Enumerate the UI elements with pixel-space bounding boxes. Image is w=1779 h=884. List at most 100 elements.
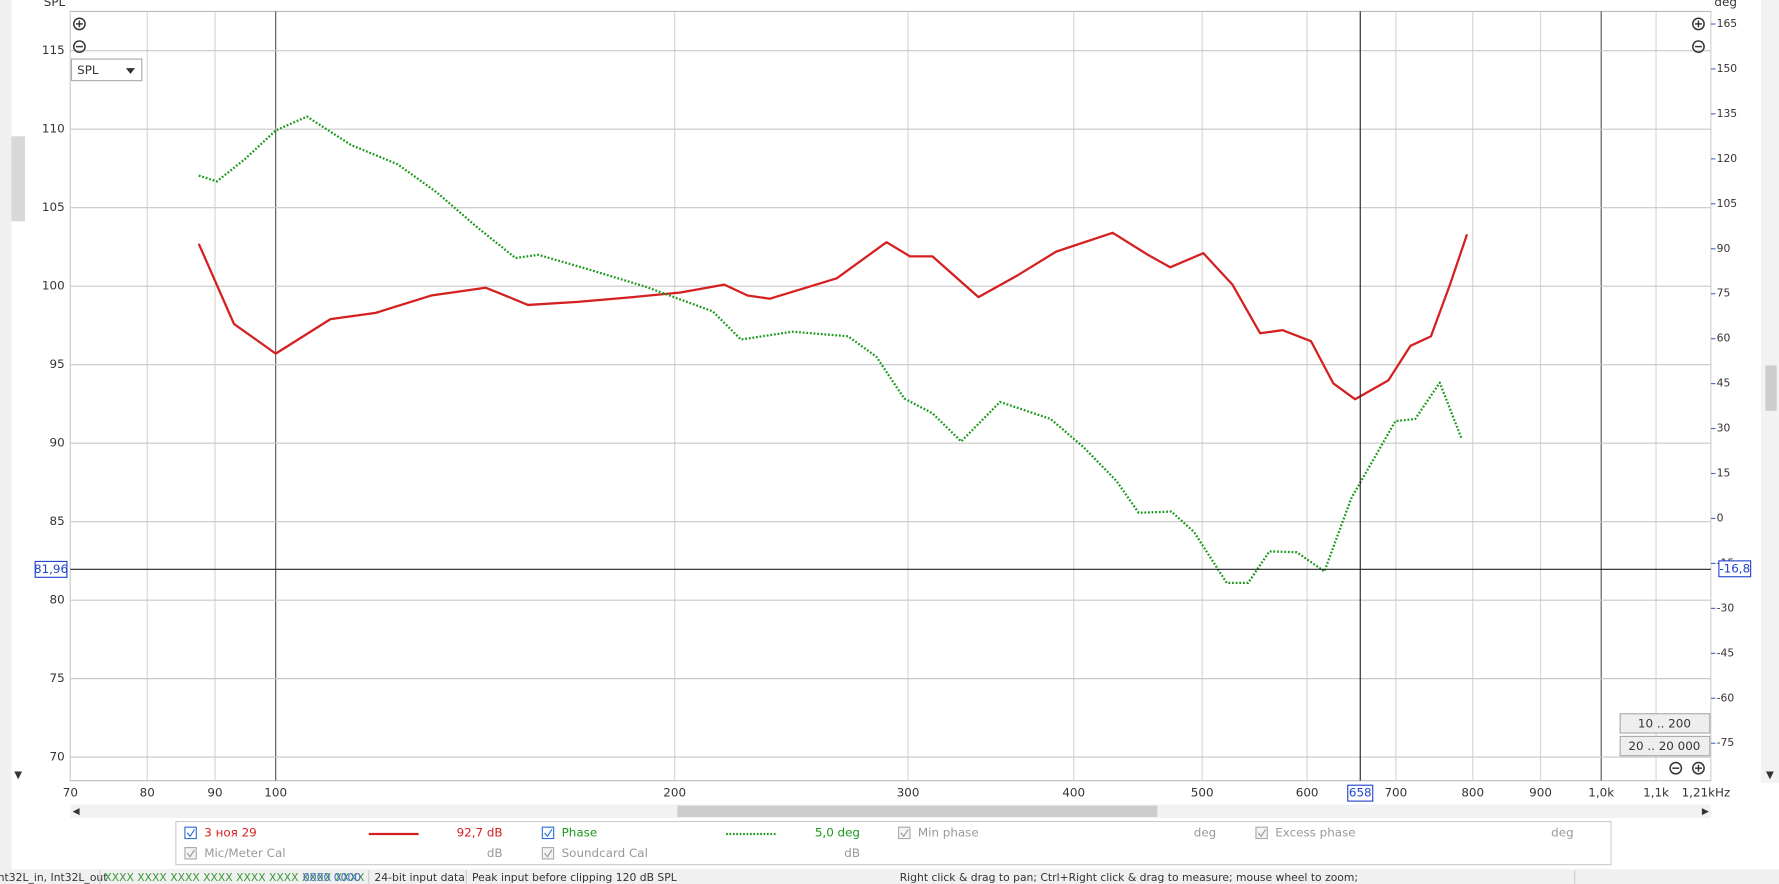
y-tick-label: 100 [42, 279, 65, 293]
x-tick-label: 300 [897, 786, 920, 800]
y2-tick-label: 0 [1717, 511, 1724, 524]
y2-tick-label: -60 [1717, 691, 1735, 704]
dropdown[interactable] [70, 58, 143, 82]
range-button-label[interactable]: 20 .. 20 000 [1628, 739, 1700, 753]
status-text: 24-bit input data [374, 871, 464, 884]
legend-label: Mic/Meter Cal [204, 846, 285, 860]
cursor-layer: 81,96 -16,8 658 [34, 11, 1752, 802]
left-panel [0, 0, 12, 870]
grid: 70 80 90 100 200 300 400 500 600 700 800 900 1,0k 1,1… [42, 11, 1738, 800]
y-axis-title: SPL [44, 0, 66, 9]
zoom-out-y2[interactable] [1692, 40, 1705, 54]
legend-label: Min phase [918, 825, 979, 839]
checkbox[interactable] [184, 826, 197, 840]
status-text: nt32L_in, Int32L_out [0, 871, 107, 884]
x-tick-label: 800 [1461, 786, 1484, 800]
y2-tick-label: 45 [1717, 377, 1731, 390]
check [900, 829, 909, 838]
right-scroll-thumb[interactable] [1765, 365, 1777, 411]
status-text: Right click & drag to pan; Ctrl+Right cl… [900, 871, 1358, 884]
x-tick-label: 70 [63, 786, 78, 800]
checkbox[interactable] [541, 847, 555, 860]
y2-tick-label: 150 [1717, 62, 1738, 75]
y2-tick-label: -30 [1717, 601, 1735, 614]
legend-label: Excess phase [1275, 825, 1355, 839]
checkbox[interactable] [541, 826, 555, 840]
status-text: XXXX XXXX XXXX XXXX XXXX XXXX XXXX XXXX [104, 871, 365, 884]
y2-axis-title: deg [1714, 0, 1736, 9]
left-scroll-arrow[interactable]: ▼ [14, 770, 22, 781]
legend-unit: dB [487, 846, 503, 860]
y-tick-label: 80 [50, 593, 65, 607]
x-tick-label: 200 [663, 786, 686, 800]
scroll-left-arrow[interactable]: ◀ [73, 807, 80, 817]
series-line [197, 231, 1469, 401]
status-items: nt32L_in, Int32L_out XXXX XXXX XXXX XXXX… [0, 870, 1576, 884]
zoom-out-x[interactable] [1669, 761, 1683, 775]
zoom-in-y2[interactable] [1692, 17, 1705, 31]
legend-row: 3 ноя 29 92,7 dB Phase 5,0 deg Min phase… [184, 825, 1574, 840]
legend-readout: 5,0 deg [815, 825, 860, 839]
zoom-controls [73, 17, 1705, 775]
check [186, 829, 196, 838]
status-bar [0, 869, 1779, 884]
series-line [198, 115, 1463, 585]
cursor-y2-box [1718, 560, 1752, 578]
y-tick-label: 115 [42, 43, 65, 57]
y-tick-label: 75 [50, 671, 65, 685]
check [544, 829, 553, 838]
y2-tick-label: 60 [1717, 332, 1731, 345]
y-tick-label: 90 [50, 436, 65, 450]
cursor-y2-label: -16,8 [1719, 561, 1750, 575]
y2-tick-label: 165 [1717, 17, 1738, 30]
check [544, 849, 553, 858]
x-tick-label: 80 [140, 786, 155, 800]
x-tick-label: 900 [1529, 786, 1552, 800]
checkbox[interactable] [1255, 826, 1268, 840]
h-scroll-thumb[interactable] [677, 805, 1158, 817]
x-tick-label: 600 [1296, 786, 1319, 800]
range-button-label[interactable]: 10 .. 200 [1638, 716, 1691, 730]
legend-label: 3 ноя 29 [204, 825, 257, 839]
y-tick-label: 70 [50, 750, 65, 764]
legend-unit: dB [844, 846, 860, 860]
scroll-down-arrow[interactable]: ▼ [1766, 770, 1774, 781]
zoom-in-x[interactable] [1692, 761, 1705, 775]
x-tick-label: 100 [264, 786, 287, 800]
legend-panel [175, 820, 1612, 866]
series-layer [197, 115, 1469, 585]
cursor-x-label: 658 [1349, 786, 1372, 800]
checkbox[interactable] [184, 847, 197, 860]
legend-unit: deg [1194, 825, 1216, 839]
cursor-y-label: 81,96 [34, 562, 68, 576]
y2-tick-label: 75 [1717, 287, 1731, 300]
check [1257, 829, 1267, 838]
range-button[interactable] [1619, 713, 1711, 734]
x-tick-label: 90 [207, 786, 222, 800]
x-tick-label: 1,21kHz [1682, 786, 1731, 800]
y2-tick-label: 135 [1717, 107, 1738, 120]
y2-tick-label: 30 [1717, 422, 1731, 435]
y-tick-label: 95 [50, 357, 65, 371]
zoom-in-y[interactable] [73, 17, 86, 31]
y2-tick-label: 105 [1717, 197, 1738, 210]
legend-readout: 92,7 dB [457, 825, 503, 839]
y2-tick-label: -75 [1717, 736, 1735, 749]
range-button[interactable] [1619, 735, 1711, 757]
dropdown-arrow[interactable] [125, 68, 136, 74]
checkbox[interactable] [898, 826, 911, 840]
legend-label: Phase [562, 825, 598, 839]
plot-area[interactable] [69, 10, 1712, 782]
cursor-y-box [34, 560, 68, 578]
dropdown-label[interactable]: SPL [77, 63, 99, 77]
cursor-x-box [1347, 784, 1374, 802]
y2-tick-label: 90 [1717, 242, 1731, 255]
scroll-right-arrow[interactable]: ▶ [1702, 807, 1709, 817]
left-scroll-thumb [11, 136, 25, 222]
y-tick-label: 85 [50, 514, 65, 528]
x-tick-label: 400 [1062, 786, 1085, 800]
x-tick-label: 1,0k [1588, 786, 1614, 800]
zoom-out-y[interactable] [73, 40, 86, 54]
legend-label: Soundcard Cal [562, 846, 648, 860]
